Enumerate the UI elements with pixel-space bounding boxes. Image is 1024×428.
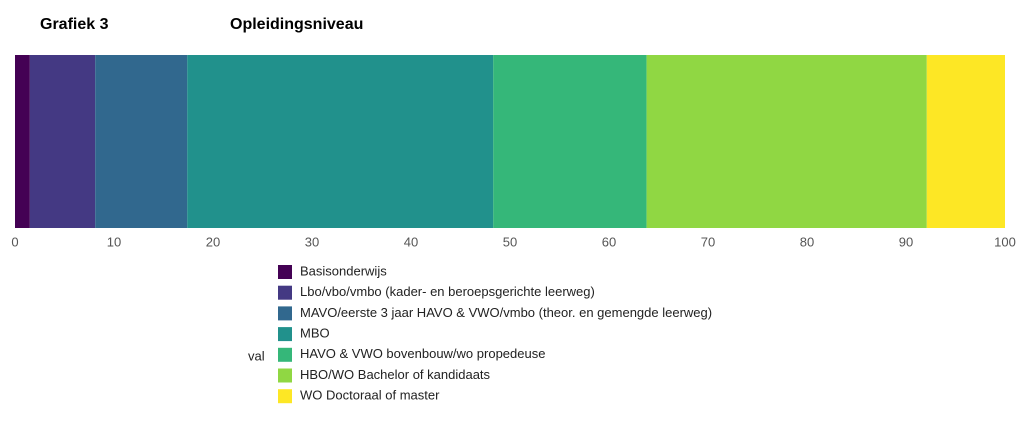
x-tick-label: 30 <box>305 234 319 249</box>
x-tick-label: 40 <box>404 234 418 249</box>
legend-label: Basisonderwijs <box>300 263 387 278</box>
chart-title: Opleidingsniveau <box>230 16 363 33</box>
legend-swatch <box>278 327 292 342</box>
legend-label: MAVO/eerste 3 jaar HAVO & VWO/vmbo (theo… <box>300 305 712 320</box>
legend-label: MBO <box>300 326 330 341</box>
bar-segment <box>29 55 96 228</box>
legend-swatch <box>278 285 292 300</box>
x-tick-label: 90 <box>899 234 913 249</box>
x-tick-label: 60 <box>602 234 616 249</box>
bar-segment <box>15 55 30 228</box>
legend-label: HBO/WO Bachelor of kandidaats <box>300 367 491 382</box>
bar-segment <box>187 55 494 228</box>
x-tick-label: 10 <box>107 234 121 249</box>
x-tick-label: 70 <box>701 234 715 249</box>
x-tick-label: 100 <box>994 234 1016 249</box>
x-tick-label: 80 <box>800 234 814 249</box>
legend-swatch <box>278 265 292 279</box>
bar-segment <box>493 55 647 228</box>
legend-swatch <box>278 306 292 321</box>
x-tick-label: 20 <box>206 234 220 249</box>
legend-label: HAVO & VWO bovenbouw/wo propedeuse <box>300 346 545 361</box>
x-tick-label: 50 <box>503 234 517 249</box>
bar-segment <box>95 55 188 228</box>
legend-swatch <box>278 368 292 383</box>
legend-swatch <box>278 389 292 404</box>
legend-swatch <box>278 347 292 362</box>
legend-title: val <box>248 348 265 363</box>
x-tick-label: 0 <box>11 234 18 249</box>
bar-segment <box>926 55 1005 228</box>
legend-label: Lbo/vbo/vmbo (kader- en beroepsgerichte … <box>300 284 595 299</box>
figure-label: Grafiek 3 <box>40 16 109 33</box>
legend-label: WO Doctoraal of master <box>300 388 440 403</box>
bar-segment <box>646 55 927 228</box>
